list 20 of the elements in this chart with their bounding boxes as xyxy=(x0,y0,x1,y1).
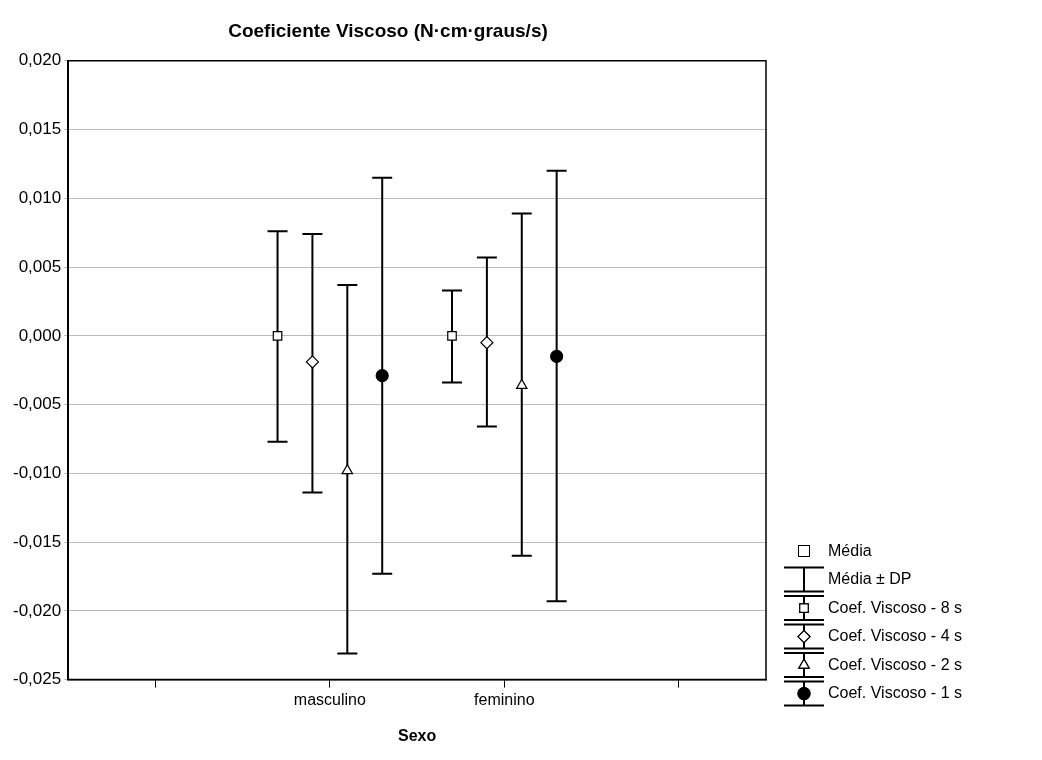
y-tick-label: -0,015 xyxy=(13,531,62,551)
y-tick-label: 0,000 xyxy=(18,325,62,345)
chart-title: Coeficiente Viscoso (N·cm·graus/s) xyxy=(228,19,548,41)
legend-title: Média ± DP xyxy=(828,570,912,588)
y-tick-label: 0,005 xyxy=(18,256,62,276)
y-tick-label: -0,010 xyxy=(13,463,62,483)
y-tick-label: 0,015 xyxy=(18,119,62,139)
legend-label: Coef. Viscoso - 2 s xyxy=(828,655,962,673)
x-tick-label: feminino xyxy=(474,690,535,708)
x-tick-label: masculino xyxy=(293,690,366,708)
y-tick-label: 0,020 xyxy=(18,50,62,70)
y-tick-label: 0,010 xyxy=(18,188,62,207)
text: Média xyxy=(828,541,872,559)
legend-label: Coef. Viscoso - 4 s xyxy=(828,627,962,645)
y-tick-label: -0,025 xyxy=(13,669,62,689)
legend-label: Coef. Viscoso - 8 s xyxy=(828,598,962,616)
x-axis-title: Sexo xyxy=(397,726,437,744)
y-tick-label: -0,005 xyxy=(13,394,62,414)
legend-label: Coef. Viscoso - 1 s xyxy=(828,684,962,702)
y-tick-label: -0,020 xyxy=(13,600,62,620)
